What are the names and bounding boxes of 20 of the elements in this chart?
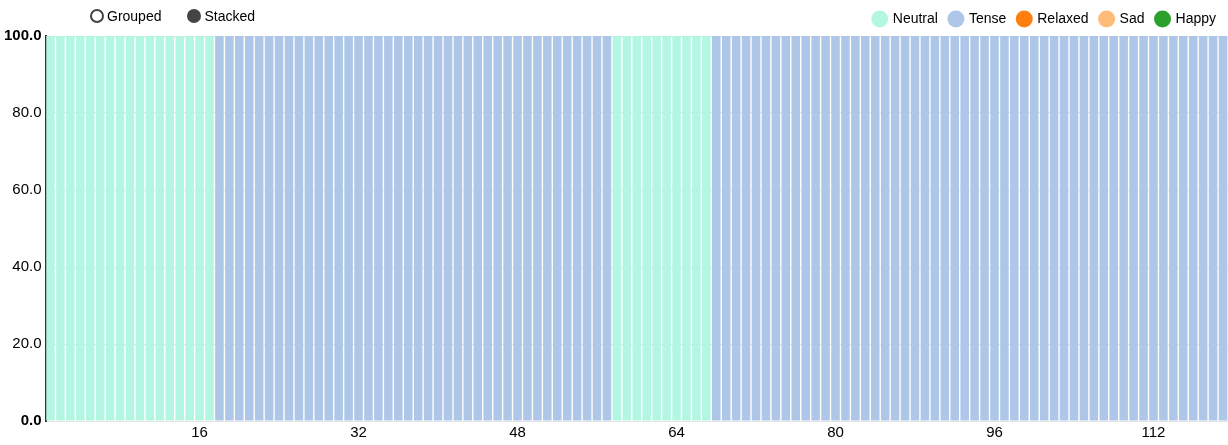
legend-label: Neutral <box>892 9 938 26</box>
x-tick-label: 64 <box>668 423 685 441</box>
legend-label: Happy <box>1175 9 1216 26</box>
x-tick-label: 112 <box>1141 423 1166 441</box>
legend-label: Tense <box>968 9 1007 26</box>
legend-label: Sad <box>1119 9 1145 26</box>
y-tick-label: 40.0 <box>12 257 42 275</box>
y-tick-label: 100.0 <box>3 26 42 44</box>
x-tick-label: 80 <box>827 423 844 441</box>
y-tick-label: 60.0 <box>12 180 42 198</box>
legend-label: Relaxed <box>1037 9 1089 26</box>
x-tick-label: 32 <box>350 423 367 441</box>
x-tick-label: 16 <box>191 423 208 441</box>
text: Stacked <box>204 8 256 24</box>
y-tick-label: 20.0 <box>12 334 42 352</box>
y-tick-label: 80.0 <box>12 103 42 121</box>
text: Grouped <box>107 8 162 24</box>
x-tick-label: 48 <box>509 423 526 441</box>
y-tick-label: 0.0 <box>20 411 42 429</box>
x-tick-label: 96 <box>986 423 1003 441</box>
